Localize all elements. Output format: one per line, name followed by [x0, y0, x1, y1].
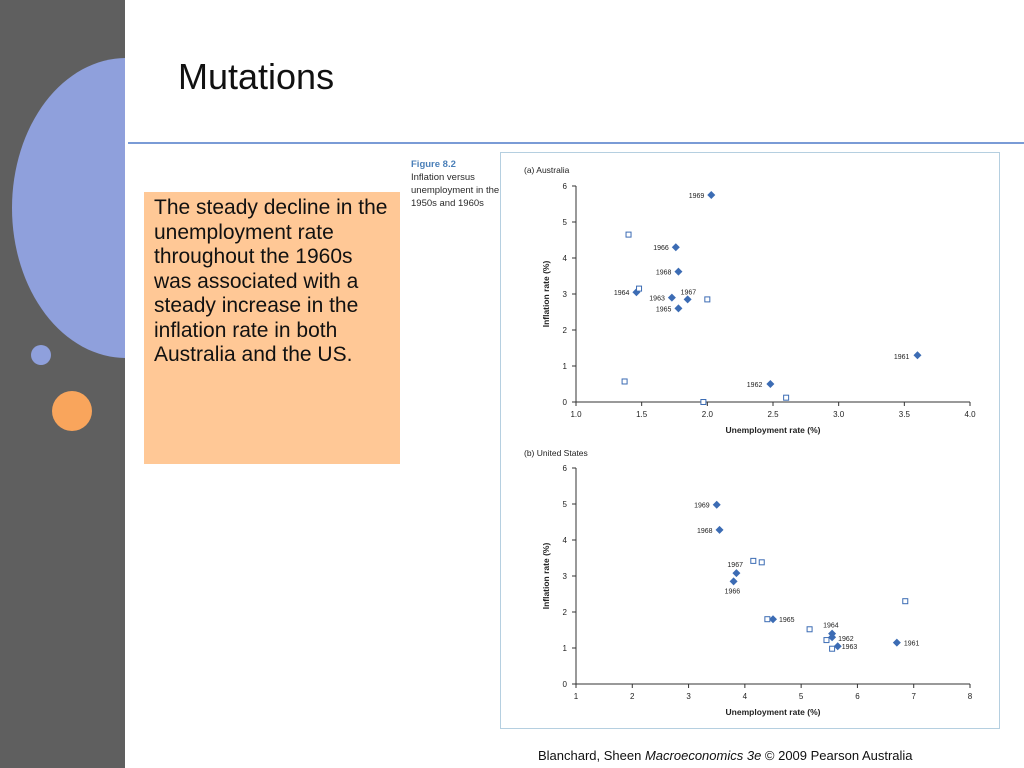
figure-caption: Figure 8.2 Inflation versus unemployment…: [411, 158, 501, 210]
data-point-diamond: [732, 569, 741, 578]
y-tick-label: 1: [563, 362, 568, 371]
data-point-diamond: [715, 525, 724, 534]
data-point-diamond: [674, 304, 683, 313]
y-tick-label: 6: [563, 182, 568, 191]
data-point-label: 1966: [725, 588, 741, 595]
sidebar-mask: [125, 0, 135, 768]
footer-credit: Blanchard, Sheen Macroeconomics 3e © 200…: [538, 748, 913, 763]
y-tick-label: 3: [563, 572, 568, 581]
data-point-square: [823, 637, 830, 644]
data-point-label: 1963: [649, 296, 665, 303]
data-point-label: 1965: [656, 306, 672, 313]
y-tick-label: 0: [563, 398, 568, 407]
data-point-label: 1968: [656, 270, 672, 277]
data-point-square: [758, 559, 765, 566]
decorative-dot-orange: [52, 391, 92, 431]
data-point-square: [700, 399, 707, 405]
x-axis-label: Unemployment rate (%): [726, 425, 821, 435]
y-axis-label: Inflation rate (%): [541, 543, 551, 610]
x-tick-label: 1: [574, 692, 579, 701]
x-tick-label: 4.0: [964, 410, 976, 419]
data-point-square: [764, 616, 771, 623]
x-tick-label: 1.0: [570, 410, 582, 419]
data-point-label: 1968: [697, 528, 713, 535]
data-point-label: 1961: [894, 354, 910, 361]
y-tick-label: 5: [563, 500, 568, 509]
chart-title: (b) United States: [524, 448, 588, 458]
figure-caption-text: Inflation versus unemployment in the 195…: [411, 172, 500, 209]
data-point-square: [902, 598, 909, 605]
y-tick-label: 5: [563, 218, 568, 227]
slide-title: Mutations: [178, 56, 335, 97]
data-point-label: 1966: [653, 245, 669, 252]
sidebar-band: [0, 0, 125, 768]
y-tick-label: 2: [563, 608, 568, 617]
callout-box: The steady decline in the unemployment r…: [144, 192, 400, 464]
data-point-label: 1962: [747, 382, 763, 389]
data-point-label: 1969: [694, 503, 710, 510]
data-point-label: 1962: [838, 636, 854, 643]
data-point-diamond: [683, 295, 692, 304]
footer-book-title: Macroeconomics 3e: [644, 748, 762, 763]
data-point-square: [625, 231, 632, 238]
data-point-diamond: [674, 267, 683, 276]
decorative-dot-blue: [31, 345, 51, 365]
x-tick-label: 3.0: [833, 410, 845, 419]
x-tick-label: 2: [630, 692, 635, 701]
data-point-label: 1967: [681, 289, 697, 296]
x-tick-label: 7: [911, 692, 916, 701]
x-tick-label: 5: [799, 692, 804, 701]
x-tick-label: 8: [968, 692, 973, 701]
data-point-diamond: [729, 577, 738, 586]
data-point-square: [636, 285, 643, 292]
y-tick-label: 6: [563, 464, 568, 473]
data-point-diamond: [833, 642, 842, 651]
x-tick-label: 3.5: [899, 410, 911, 419]
data-point-diamond: [769, 615, 777, 624]
y-tick-label: 1: [563, 644, 568, 653]
y-tick-label: 2: [563, 326, 568, 335]
data-point-label: 1961: [904, 641, 920, 648]
chart-title: (a) Australia: [524, 165, 570, 175]
data-point-label: 1965: [779, 617, 795, 624]
data-point-square: [750, 557, 757, 564]
y-tick-label: 4: [563, 254, 568, 263]
data-point-diamond: [828, 629, 837, 638]
data-point-label: 1967: [727, 562, 743, 569]
x-tick-label: 2.0: [702, 410, 714, 419]
data-point-diamond: [766, 380, 775, 388]
data-point-diamond: [913, 351, 922, 360]
data-point-label: 1969: [689, 193, 705, 200]
data-point-diamond: [671, 243, 680, 252]
y-axis-label: Inflation rate (%): [541, 261, 551, 328]
figure-panel: [500, 152, 1000, 729]
data-point-diamond: [707, 191, 716, 199]
data-point-label: 1964: [614, 290, 630, 297]
y-tick-label: 3: [563, 290, 568, 299]
x-tick-label: 2.5: [767, 410, 779, 419]
data-point-square: [829, 645, 836, 652]
data-point-label: 1964: [823, 623, 839, 630]
x-tick-label: 4: [743, 692, 748, 701]
data-point-diamond: [712, 500, 721, 509]
x-tick-label: 6: [855, 692, 860, 701]
data-point-square: [806, 626, 813, 633]
data-point-square: [704, 296, 711, 303]
callout-text: The steady decline in the unemployment r…: [154, 196, 388, 366]
footer-copyright: © 2009 Pearson Australia: [761, 748, 913, 763]
figure-number: Figure 8.2: [411, 159, 456, 170]
y-tick-label: 0: [563, 680, 568, 689]
data-point-diamond: [892, 638, 901, 647]
data-point-label: 1963: [842, 644, 858, 651]
x-tick-label: 3: [686, 692, 691, 701]
footer-authors: Blanchard, Sheen: [538, 748, 645, 763]
x-tick-label: 1.5: [636, 410, 648, 419]
data-point-square: [621, 378, 628, 385]
x-axis-label: Unemployment rate (%): [726, 707, 821, 717]
data-point-square: [783, 394, 790, 401]
data-point-diamond: [667, 293, 676, 302]
title-divider: [128, 142, 1024, 144]
y-tick-label: 4: [563, 536, 568, 545]
